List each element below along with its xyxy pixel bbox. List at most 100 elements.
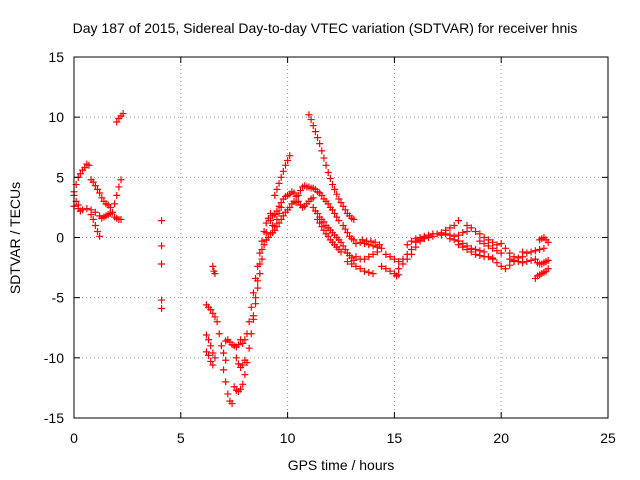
data-point <box>514 258 522 266</box>
data-point <box>328 206 336 214</box>
data-point <box>454 217 462 225</box>
data-point <box>316 219 324 227</box>
data-point <box>237 385 245 393</box>
data-point <box>425 234 433 241</box>
data-point <box>484 236 492 244</box>
data-point <box>489 244 497 252</box>
data-point <box>239 339 247 347</box>
data-point <box>433 230 441 238</box>
x-tick-label: 25 <box>600 430 616 446</box>
data-point <box>239 380 247 388</box>
data-point <box>252 300 260 308</box>
data-point <box>369 270 377 278</box>
data-point <box>158 260 166 268</box>
data-point <box>215 330 223 338</box>
data-point <box>386 253 394 261</box>
data-point <box>356 265 364 273</box>
data-point <box>371 238 379 246</box>
data-point <box>93 185 101 193</box>
data-point <box>83 205 91 213</box>
data-point <box>429 232 437 240</box>
grid <box>74 57 608 418</box>
data-point <box>209 309 217 317</box>
data-point <box>324 169 332 177</box>
data-point <box>459 243 467 251</box>
data-point <box>292 199 300 207</box>
data-point <box>211 270 219 278</box>
data-point <box>324 232 332 240</box>
x-axis-label: GPS time / hours <box>288 457 395 473</box>
data-point <box>437 231 445 239</box>
data-point <box>480 240 488 248</box>
data-point <box>202 331 210 339</box>
data-point <box>241 356 249 364</box>
data-point <box>230 383 238 391</box>
data-point <box>87 211 95 219</box>
data-point <box>331 185 339 193</box>
data-point <box>531 247 539 255</box>
data-point <box>74 201 82 209</box>
data-point <box>375 241 383 249</box>
x-tick-label: 10 <box>280 430 296 446</box>
data-point <box>115 183 123 191</box>
data-point <box>98 194 106 202</box>
data-point <box>314 134 322 142</box>
data-point <box>454 231 462 239</box>
data-point <box>450 221 458 229</box>
data-point <box>407 250 415 258</box>
data-point <box>339 221 347 229</box>
data-point <box>205 336 213 344</box>
data-point <box>245 318 253 326</box>
data-point <box>493 241 501 249</box>
data-point <box>472 250 480 258</box>
data-point <box>501 265 509 273</box>
data-point <box>333 190 341 198</box>
data-point <box>113 118 121 126</box>
data-point <box>106 203 114 211</box>
data-point <box>531 255 539 263</box>
data-point <box>220 349 228 357</box>
data-point <box>337 199 345 207</box>
data-point <box>544 238 552 246</box>
data-point <box>395 271 403 279</box>
data-point <box>158 242 166 250</box>
data-point <box>489 255 497 263</box>
data-point <box>307 116 315 124</box>
data-point <box>211 354 219 362</box>
data-point <box>403 255 411 263</box>
data-point <box>459 229 467 237</box>
data-point <box>341 206 349 214</box>
data-point <box>228 400 236 408</box>
data-point <box>339 202 347 210</box>
data-point <box>247 303 255 311</box>
data-point <box>311 128 319 136</box>
data-point <box>279 167 287 175</box>
data-point <box>91 221 99 229</box>
data-point <box>506 249 514 257</box>
data-point <box>222 356 230 364</box>
data-point <box>472 227 480 235</box>
data-point <box>339 242 347 250</box>
data-point <box>378 244 386 252</box>
data-point <box>501 244 509 252</box>
data-point <box>271 191 279 199</box>
data-points <box>70 110 552 408</box>
data-point <box>335 195 343 203</box>
data-point <box>275 219 283 227</box>
data-point <box>85 161 93 169</box>
data-point <box>350 215 358 223</box>
data-point <box>476 237 484 245</box>
data-point <box>365 268 373 276</box>
data-point <box>258 246 266 254</box>
data-point <box>245 344 253 352</box>
data-point <box>350 236 358 244</box>
data-point <box>249 312 257 320</box>
data-point <box>256 270 264 278</box>
data-point <box>416 236 424 244</box>
data-point <box>207 306 215 314</box>
data-point <box>258 237 266 245</box>
data-point <box>497 249 505 257</box>
data-point <box>207 357 215 365</box>
data-point <box>316 140 324 148</box>
